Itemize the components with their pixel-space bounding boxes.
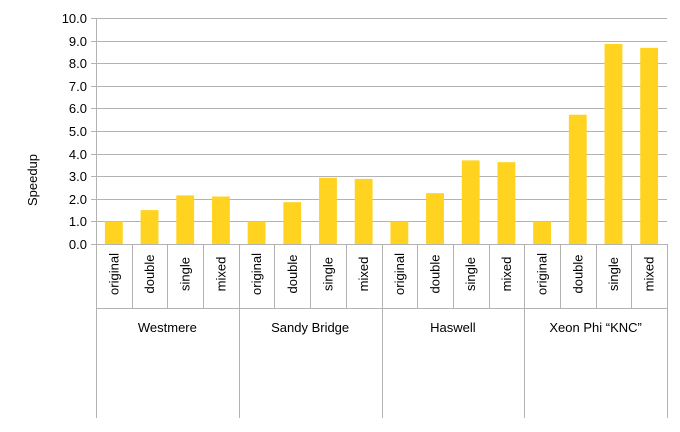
- y-tick-labels: 0.0 1.0 2.0 3.0 4.0 5.0 6.0 7.0 8.0 9.0 10.0: [62, 11, 87, 252]
- bar: [426, 193, 444, 244]
- category-label: original: [535, 253, 550, 295]
- category-label: original: [392, 253, 407, 295]
- category-label: original: [249, 253, 264, 295]
- y-tick-label: 1.0: [69, 214, 87, 229]
- bar: [247, 221, 266, 244]
- category-label: single: [178, 257, 193, 291]
- category-label: mixed: [642, 257, 657, 292]
- bar: [604, 43, 623, 244]
- bar: [497, 162, 516, 244]
- y-tick-label: 4.0: [69, 147, 87, 162]
- axes: [96, 18, 668, 418]
- group-label: Westmere: [138, 320, 197, 335]
- y-tick-label: 10.0: [62, 11, 87, 26]
- y-tick-label: 6.0: [69, 101, 87, 116]
- bar: [104, 221, 123, 244]
- category-label: double: [428, 254, 443, 293]
- bar: [140, 210, 159, 244]
- bar: [640, 47, 659, 244]
- bar: [354, 178, 373, 244]
- category-label: mixed: [213, 257, 228, 292]
- category-label: double: [142, 254, 157, 293]
- category-label: single: [320, 257, 335, 291]
- category-label: single: [606, 257, 621, 291]
- group-labels: Westmere Sandy Bridge Haswell Xeon Phi “KNC…: [138, 320, 642, 335]
- category-label: double: [570, 254, 585, 293]
- y-axis-title: Speedup: [25, 154, 40, 206]
- category-label: original: [106, 253, 121, 295]
- y-tick-label: 3.0: [69, 169, 87, 184]
- y-tick-label: 8.0: [69, 56, 87, 71]
- bar: [283, 202, 302, 244]
- bars: [104, 43, 659, 244]
- group-label: Sandy Bridge: [271, 320, 349, 335]
- bar: [461, 160, 480, 244]
- y-tick-label: 5.0: [69, 124, 87, 139]
- bar: [568, 114, 587, 244]
- category-labels: original double single mixed original double s…: [106, 253, 656, 295]
- bar: [176, 195, 195, 244]
- bar: [533, 221, 552, 244]
- category-label: single: [463, 257, 478, 291]
- bar: [211, 196, 230, 244]
- group-label: Xeon Phi “KNC”: [549, 320, 641, 335]
- y-tick-label: 7.0: [69, 79, 87, 94]
- bar: [390, 221, 409, 244]
- y-tick-label: 9.0: [69, 34, 87, 49]
- category-label: mixed: [356, 257, 371, 292]
- category-label: mixed: [499, 257, 514, 292]
- y-tick-label: 2.0: [69, 192, 87, 207]
- group-label: Haswell: [430, 320, 476, 335]
- y-tick-label: 0.0: [69, 237, 87, 252]
- category-label: double: [285, 254, 300, 293]
- bar: [319, 177, 337, 244]
